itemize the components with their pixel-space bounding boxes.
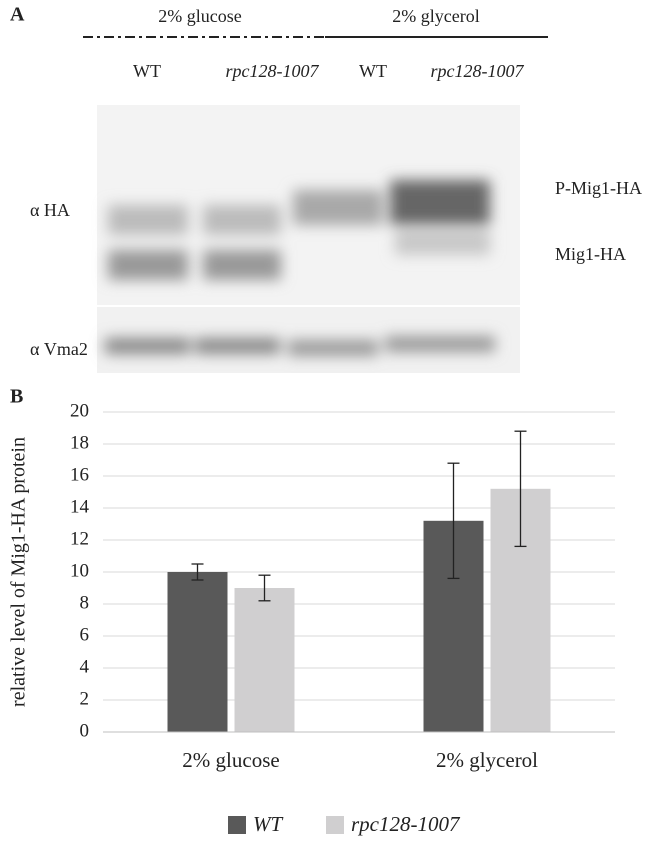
y-tick-label: 16 [70, 464, 89, 485]
band-label: P-Mig1-HA [555, 178, 642, 198]
bar [167, 572, 228, 732]
band-label: Mig1-HA [555, 244, 626, 264]
y-tick-label: 0 [80, 720, 90, 741]
panel-label: A [10, 4, 25, 26]
y-tick-label: 8 [80, 592, 90, 613]
y-tick-label: 6 [80, 624, 90, 645]
lane-label: rpc128-1007 [431, 61, 525, 81]
x-tick-label: 2% glycerol [436, 748, 538, 772]
condition-label: 2% glycerol [392, 6, 479, 26]
y-tick-label: 12 [70, 528, 89, 549]
y-tick-label: 10 [70, 560, 89, 581]
legend-swatch [326, 816, 344, 834]
y-tick-label: 18 [70, 432, 89, 453]
x-tick-label: 2% glucose [182, 748, 279, 772]
blot [97, 105, 520, 373]
lane-label: WT [133, 61, 161, 81]
blot-label: α HA [30, 200, 70, 220]
bar [234, 588, 295, 732]
y-axis-label: relative level of Mig1-HA protein [8, 437, 30, 707]
panel-label: B [10, 386, 23, 408]
legend-label: WT [253, 812, 283, 836]
legend-label: rpc128-1007 [351, 812, 461, 836]
y-tick-label: 4 [80, 656, 90, 677]
y-tick-label: 14 [70, 496, 90, 517]
y-tick-label: 2 [80, 688, 90, 709]
lane-label: WT [359, 61, 387, 81]
y-tick-label: 20 [70, 400, 89, 421]
lane-label: rpc128-1007 [226, 61, 320, 81]
condition-label: 2% glucose [158, 6, 241, 26]
legend-swatch [228, 816, 246, 834]
blot-label: α Vma2 [30, 339, 88, 359]
